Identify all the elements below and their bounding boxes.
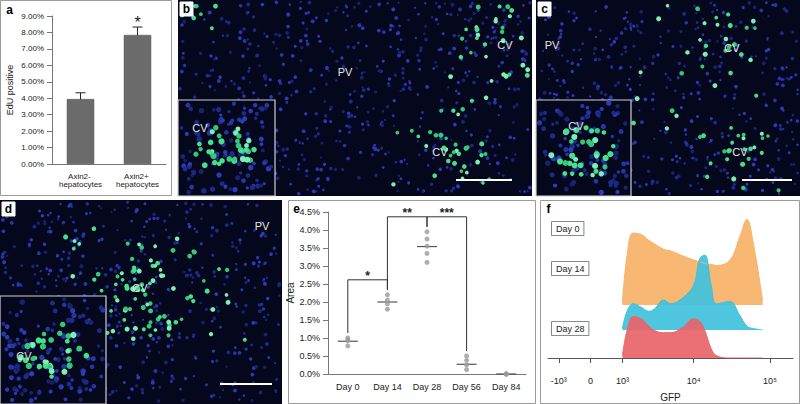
svg-text:Day 84: Day 84 [492, 382, 521, 392]
svg-text:6.00%: 6.00% [21, 61, 44, 70]
svg-text:Axin2+: Axin2+ [124, 171, 151, 181]
svg-text:CV: CV [16, 350, 32, 362]
svg-text:CV: CV [132, 282, 148, 294]
svg-text:Day 0: Day 0 [336, 382, 360, 392]
svg-text:3.00%: 3.00% [21, 110, 44, 119]
svg-text:1.00%: 1.00% [21, 143, 44, 152]
svg-text:1.0%: 1.0% [299, 333, 320, 343]
svg-text:2.00%: 2.00% [21, 127, 44, 136]
svg-text:Area: Area [285, 282, 296, 304]
svg-text:3.0%: 3.0% [299, 261, 320, 271]
svg-text:PV: PV [338, 66, 353, 78]
svg-text:1.5%: 1.5% [299, 315, 320, 325]
svg-text:Day 28: Day 28 [413, 382, 442, 392]
svg-text:CV: CV [432, 146, 448, 158]
svg-text:0.5%: 0.5% [299, 351, 320, 361]
svg-text:CV: CV [192, 122, 208, 134]
svg-text:**: ** [403, 206, 413, 220]
svg-text:f: f [547, 202, 552, 216]
svg-text:4.00%: 4.00% [21, 94, 44, 103]
svg-text:c: c [541, 2, 548, 16]
svg-text:d: d [5, 202, 12, 216]
svg-text:Day 28: Day 28 [556, 324, 585, 334]
svg-text:7.00%: 7.00% [21, 44, 44, 53]
svg-text:CV: CV [568, 120, 584, 132]
svg-text:PV: PV [255, 220, 270, 232]
svg-text:GFP: GFP [660, 392, 681, 403]
svg-text:Day 56: Day 56 [452, 382, 481, 392]
svg-text:Day 14: Day 14 [556, 264, 585, 274]
svg-text:3.5%: 3.5% [299, 243, 320, 253]
svg-text:hepatocytes: hepatocytes [116, 180, 159, 189]
svg-text:a: a [6, 3, 13, 17]
svg-text:CV: CV [497, 39, 513, 51]
svg-text:*: * [134, 14, 140, 31]
svg-text:0.0%: 0.0% [299, 369, 320, 379]
svg-text:-10³: -10³ [551, 376, 567, 386]
svg-text:CV: CV [732, 146, 748, 158]
svg-text:Day 14: Day 14 [373, 382, 402, 392]
svg-text:2.5%: 2.5% [299, 279, 320, 289]
svg-text:9.00%: 9.00% [21, 12, 44, 21]
svg-text:hepatocytes: hepatocytes [59, 180, 102, 189]
svg-text:8.00%: 8.00% [21, 28, 44, 37]
svg-text:4.5%: 4.5% [299, 207, 320, 217]
svg-text:EdU positive: EdU positive [5, 65, 15, 116]
svg-text:2.0%: 2.0% [299, 297, 320, 307]
svg-text:***: *** [440, 206, 454, 220]
svg-text:4.0%: 4.0% [299, 225, 320, 235]
svg-text:PV: PV [545, 39, 560, 51]
svg-text:10³: 10³ [616, 376, 629, 386]
svg-text:Axin2-: Axin2- [68, 171, 93, 181]
svg-text:*: * [365, 269, 370, 283]
svg-text:e: e [293, 202, 300, 216]
svg-text:10⁴: 10⁴ [687, 376, 701, 386]
svg-text:0: 0 [588, 376, 593, 386]
svg-text:0.00%: 0.00% [21, 160, 44, 169]
svg-text:Day 0: Day 0 [556, 224, 580, 234]
svg-text:5.00%: 5.00% [21, 77, 44, 86]
svg-text:b: b [183, 2, 190, 16]
svg-text:10⁵: 10⁵ [763, 376, 777, 386]
svg-text:CV: CV [724, 42, 740, 54]
